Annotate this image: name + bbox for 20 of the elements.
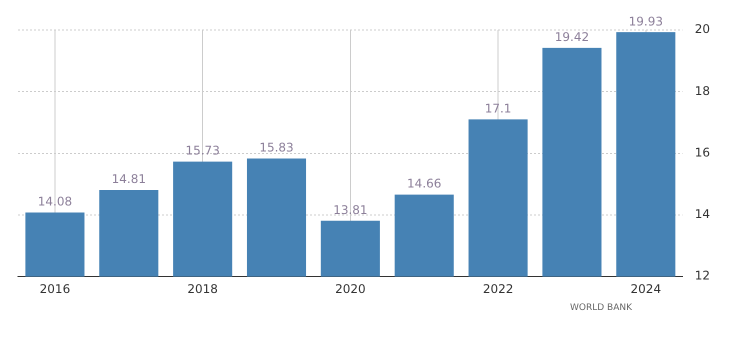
- data-label: 14.81: [112, 172, 146, 186]
- data-label: 19.93: [628, 14, 663, 28]
- x-tick-label: 2022: [482, 282, 514, 296]
- x-tick-label: 2018: [187, 282, 218, 296]
- y-tick-label: 20: [694, 22, 710, 36]
- y-tick-label: 14: [694, 207, 710, 222]
- data-label: 13.81: [333, 202, 368, 217]
- x-tick-label: 2020: [335, 282, 366, 296]
- data-label: 14.66: [407, 176, 442, 191]
- data-label: 15.73: [185, 144, 220, 158]
- y-tick-label: 18: [694, 84, 710, 98]
- data-label: 15.83: [259, 140, 294, 155]
- y-tick-label: 16: [694, 145, 710, 160]
- x-tick-label: 2016: [40, 282, 70, 296]
- data-label: 14.08: [38, 194, 72, 209]
- data-label: 17.1: [484, 102, 512, 116]
- text: WORLD BANK: [568, 303, 633, 313]
- data-label: 19.42: [554, 30, 590, 44]
- x-tick-label: 2024: [630, 282, 662, 296]
- y-tick-label: 12: [694, 268, 710, 283]
